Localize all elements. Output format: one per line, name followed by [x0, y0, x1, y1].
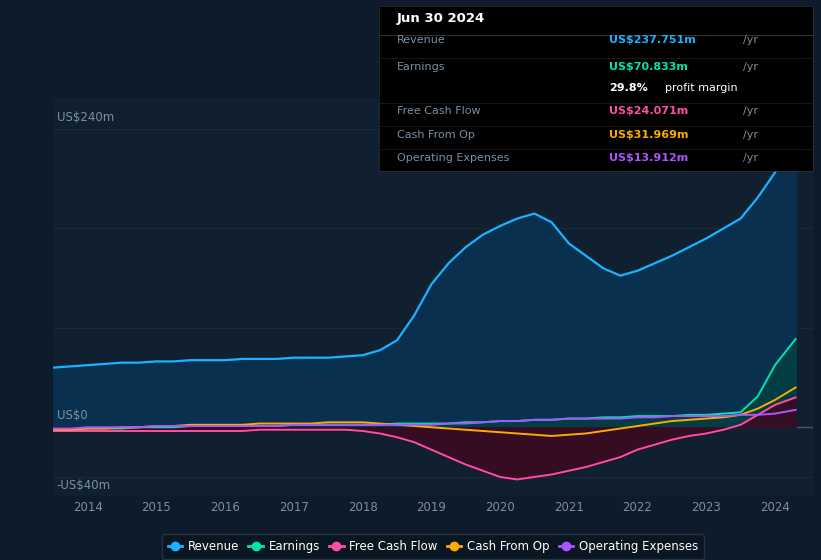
Text: Revenue: Revenue — [397, 35, 445, 45]
Text: /yr: /yr — [744, 62, 759, 72]
Text: US$240m: US$240m — [57, 111, 114, 124]
Text: US$13.912m: US$13.912m — [609, 153, 688, 162]
Text: US$24.071m: US$24.071m — [609, 106, 688, 116]
Text: /yr: /yr — [744, 35, 759, 45]
Text: /yr: /yr — [744, 106, 759, 116]
Text: /yr: /yr — [744, 153, 759, 162]
Text: US$31.969m: US$31.969m — [609, 129, 689, 139]
Text: Earnings: Earnings — [397, 62, 445, 72]
Text: Free Cash Flow: Free Cash Flow — [397, 106, 480, 116]
Text: profit margin: profit margin — [665, 83, 738, 94]
Text: US$237.751m: US$237.751m — [609, 35, 696, 45]
Legend: Revenue, Earnings, Free Cash Flow, Cash From Op, Operating Expenses: Revenue, Earnings, Free Cash Flow, Cash … — [162, 534, 704, 559]
Text: Operating Expenses: Operating Expenses — [397, 153, 509, 162]
Text: US$0: US$0 — [57, 409, 88, 422]
Text: Cash From Op: Cash From Op — [397, 129, 475, 139]
Text: -US$40m: -US$40m — [57, 479, 111, 492]
Text: /yr: /yr — [744, 129, 759, 139]
Text: US$70.833m: US$70.833m — [609, 62, 688, 72]
Text: 29.8%: 29.8% — [609, 83, 648, 94]
Text: Jun 30 2024: Jun 30 2024 — [397, 12, 485, 25]
